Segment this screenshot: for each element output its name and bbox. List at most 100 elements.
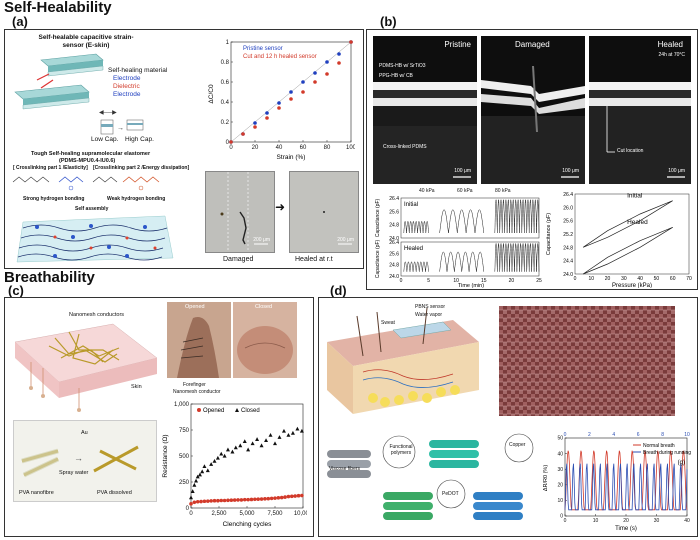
y-tick-label: 0 <box>560 514 563 520</box>
panel-a-frame: Self-healable capacitive strain-sensor (… <box>4 29 364 269</box>
y-tick-label: 500 <box>179 454 190 460</box>
y-tick-label: 750 <box>179 428 190 434</box>
data-point <box>283 495 287 499</box>
title-pristine: Pristine <box>444 40 471 49</box>
data-point <box>253 121 257 125</box>
high-cap-label: High Cap. <box>125 136 154 143</box>
data-point <box>246 497 250 502</box>
data-point <box>269 496 274 501</box>
closed-photo-label: Closed <box>255 304 273 310</box>
series-line <box>403 198 540 234</box>
fiber-bundle-4 <box>473 492 523 520</box>
y-tick-label: 0.4 <box>221 100 230 106</box>
y-tick-label: 24.8 <box>389 223 399 229</box>
data-point <box>256 497 260 501</box>
pva-inset: → <box>13 420 157 502</box>
y-tick-label: 50 <box>557 436 563 442</box>
bottom-layer-label: Cross-linked PDMS <box>383 144 427 150</box>
data-point <box>289 97 293 101</box>
y-axis-label: Capacitance (pF) <box>546 213 552 255</box>
fiber-bundle-3 <box>383 492 433 520</box>
data-point <box>277 101 281 105</box>
x-axis-label: Clenching cycles <box>223 521 273 528</box>
hysteresis-loop <box>582 200 673 248</box>
data-point <box>226 498 230 503</box>
y-tick-label: 24.8 <box>389 263 399 269</box>
pva-nanofibre-label: PVA nanofibre <box>19 490 54 496</box>
functional-polymers-label: Functional polymers <box>389 444 413 456</box>
x-axis-label: Time (s) <box>615 526 637 532</box>
x-tick-label: 0 <box>229 145 233 151</box>
data-point <box>325 72 329 76</box>
data-point <box>230 449 235 454</box>
data-point <box>241 132 245 136</box>
plot-frame <box>190 403 304 509</box>
y-tick-label: 250 <box>179 480 190 486</box>
layer-electrode-top: Electrode <box>113 75 141 82</box>
y-tick-label: 24.0 <box>563 272 573 278</box>
self-assembly-label: Self assembly <box>75 206 109 212</box>
top-x-tick-label: 4 <box>612 432 615 438</box>
chart-capacitance-healed: 24.0 24.8 25.6 26.4 0 5 10 15 20 25 Capacitance (p… <box>375 239 542 288</box>
panel-label-b: (b) <box>380 14 397 29</box>
data-point <box>192 482 197 487</box>
caption-healed: Healed at r.t <box>295 256 333 263</box>
elastomer-formula: (PDMS-MPU0.4-IU0.6) <box>59 158 116 164</box>
micrograph-pristine: Pristine PDMS-HB w/ SrTiO3 PPG-HB w/ CB … <box>373 36 477 184</box>
series-label: Initial <box>404 202 418 208</box>
data-point <box>273 441 277 446</box>
y-tick-label: 26.0 <box>563 205 573 211</box>
data-point <box>259 443 264 448</box>
data-point <box>268 433 273 437</box>
y-axis-label: Capacitance (pF) <box>375 239 381 278</box>
x-tick-label: 30 <box>621 276 627 282</box>
data-point <box>232 498 237 502</box>
top-x-tick-label: 10 <box>684 432 690 438</box>
chart-resistance-cycles: 0 2,500 5,000 7,500 10,000 0 250 500 750 1,000 Cle… <box>162 402 307 528</box>
elastomer-title: Tough Self-healing supramolecular elasto… <box>31 151 151 157</box>
data-point <box>202 499 207 504</box>
data-point <box>266 496 271 501</box>
data-point <box>265 116 269 120</box>
x-tick-label: 25 <box>536 278 542 284</box>
data-point <box>253 125 257 129</box>
data-point <box>276 496 281 500</box>
healed-condition: 24h at 70°C <box>658 52 685 58</box>
micrograph-damaged-b: Damaged 100 μm <box>481 36 585 184</box>
data-point <box>293 494 297 498</box>
top-x-tick-label: 6 <box>637 432 640 438</box>
x-tick-label: 0 <box>189 511 193 517</box>
data-point <box>209 462 214 466</box>
y-axis-label: Resistance (Ω) <box>162 434 169 477</box>
legend-marker <box>235 408 239 412</box>
panel-label-a: (a) <box>12 14 28 29</box>
data-point <box>189 502 193 506</box>
data-point <box>225 447 230 452</box>
pressure-label-40: 40 kPa <box>419 188 435 194</box>
y-axis-label: ΔC/C0 <box>208 84 215 104</box>
subpanel-label: (g) <box>678 460 685 466</box>
y-tick-label: 0 <box>226 140 230 146</box>
data-point <box>242 497 247 502</box>
legend-entry: Breath during running <box>643 450 691 456</box>
scale-bar-label: 200 μm <box>337 237 354 243</box>
data-point <box>265 111 269 115</box>
x-tick-label: 20 <box>252 145 259 151</box>
micrograph-damaged: 200 μm <box>205 171 275 253</box>
weak-hb-label: Weak hydrogen bonding <box>107 196 166 202</box>
x-tick-label: 80 <box>324 145 331 151</box>
data-point <box>337 52 341 56</box>
layer-title: Self-healing material <box>108 67 168 74</box>
x-tick-label: 10 <box>593 518 599 524</box>
title-damaged: Damaged <box>515 40 550 49</box>
y-tick-label: 24.8 <box>563 245 573 251</box>
panel-c-frame: Nanomesh conductors Skin → Au Spray wate… <box>4 297 314 537</box>
data-point <box>192 500 197 505</box>
x-tick-label: 0 <box>400 278 403 284</box>
plot-frame <box>400 241 540 277</box>
crosslink-1-label: [ Crosslinking part 1 /Elasticity] <box>13 165 88 171</box>
data-point <box>199 499 203 504</box>
x-tick-label: 2,500 <box>211 511 227 517</box>
woven-fabric-photo <box>499 306 675 416</box>
y-tick-label: 25.2 <box>563 232 573 238</box>
